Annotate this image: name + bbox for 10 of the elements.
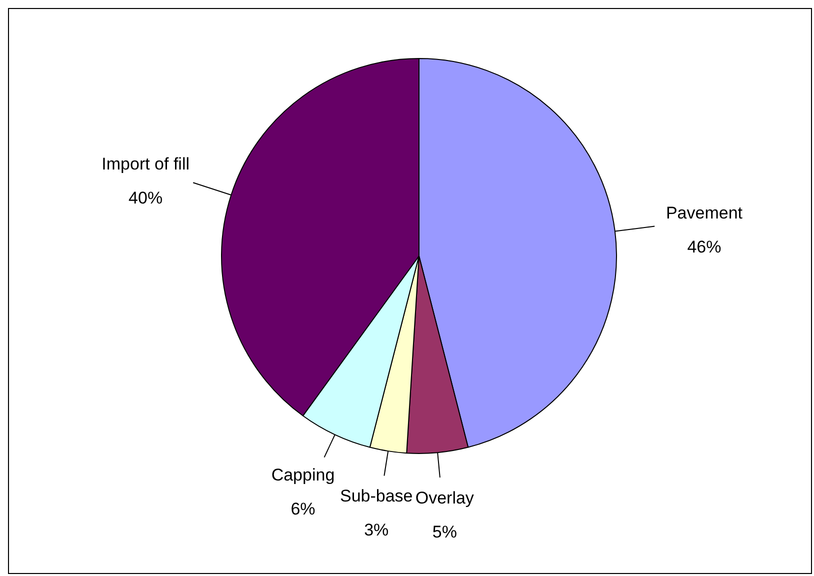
data-label: 3% (364, 520, 389, 540)
slice-label: Sub-base (340, 486, 413, 506)
data-label: 46% (687, 237, 722, 256)
data-label: 40% (128, 188, 163, 208)
data-label: 6% (290, 499, 316, 518)
slice-label: Pavement (666, 203, 743, 222)
slice-label: Overlay (415, 488, 474, 508)
data-label: 5% (432, 522, 457, 542)
slice-label: Capping (271, 465, 335, 484)
slice-label: Import of fill (102, 154, 190, 174)
